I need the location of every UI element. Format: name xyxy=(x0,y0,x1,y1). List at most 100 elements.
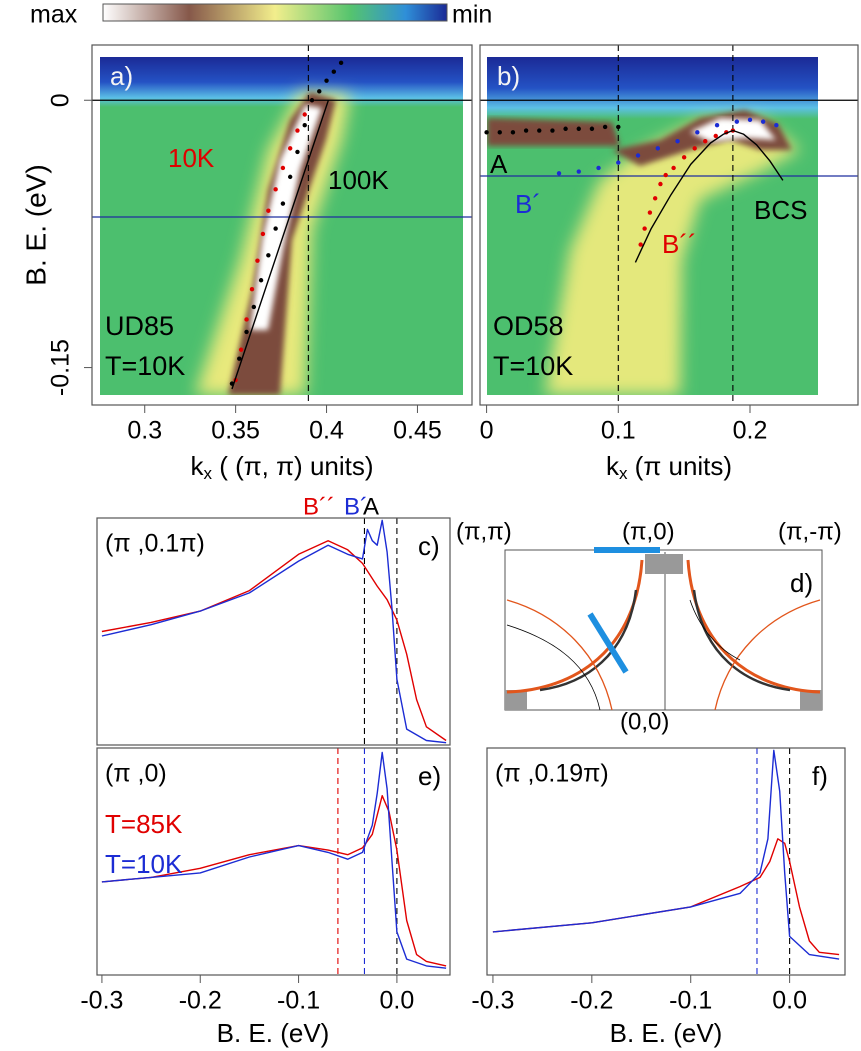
series-label: 100K xyxy=(328,165,389,195)
data-dot xyxy=(774,122,779,128)
panel-label: c) xyxy=(418,531,440,561)
panel: -0.3 -0.2 -0.1 0.0 f) (π ,0.19π) B. E. (eV) xyxy=(471,747,846,1048)
peak-label: A xyxy=(363,493,379,520)
data-dot xyxy=(616,124,621,130)
data-dot xyxy=(273,187,278,192)
x-tick-label: 0.35 xyxy=(211,417,260,445)
x-tick-label: -0.2 xyxy=(179,987,222,1015)
data-dot xyxy=(255,258,260,263)
data-dot xyxy=(695,130,700,135)
series-label: BCS xyxy=(754,195,807,225)
data-dot xyxy=(681,155,687,160)
data-dot xyxy=(638,242,643,247)
data-dot xyxy=(747,117,753,123)
plot-frame xyxy=(486,747,846,976)
colorbar-min: min xyxy=(452,1,492,29)
x-tick-label: 0.1 xyxy=(601,417,636,445)
data-dot xyxy=(251,304,257,310)
data-dot xyxy=(663,172,668,178)
data-dot xyxy=(642,226,647,231)
x-axis-label-part: (π units) xyxy=(627,451,732,481)
data-dot xyxy=(338,60,344,66)
panel-label: b) xyxy=(497,61,520,91)
series-label: B´ xyxy=(515,189,541,219)
heatmap-a xyxy=(100,57,463,395)
y-tick-label: 0 xyxy=(47,93,75,107)
data-dot xyxy=(537,128,542,133)
series-label: B´´ xyxy=(662,229,697,259)
annotation: OD58 xyxy=(493,311,564,341)
data-dot xyxy=(635,153,641,158)
x-axis-label-part: B. E. (eV) xyxy=(610,1018,723,1048)
data-dot xyxy=(244,329,249,335)
data-dot xyxy=(238,347,244,352)
data-dot xyxy=(258,278,264,283)
series-label: T=85K xyxy=(105,809,183,839)
x-tick-label: 0.0 xyxy=(380,987,415,1015)
data-dot xyxy=(302,112,307,117)
data-dot xyxy=(244,317,249,322)
data-dot xyxy=(510,130,516,135)
data-dot xyxy=(652,196,658,201)
data-dot xyxy=(295,128,300,133)
data-dot xyxy=(266,253,271,258)
x-axis-label: kx ( (π, π) units) xyxy=(190,451,373,484)
panel: AB´ B´´ BCS 0 0.1 0.2 b) OD58 T=10K kx (π units) xyxy=(479,44,859,483)
plot-frame xyxy=(479,44,859,406)
data-dot xyxy=(596,165,601,171)
data-dot xyxy=(309,98,315,103)
panel: c) (π ,0.1π) B´´ B´A xyxy=(96,493,451,746)
series-label: 10K xyxy=(168,143,215,173)
corner-label: (0,0) xyxy=(620,708,669,735)
x-axis-label: B. E. (eV) xyxy=(217,1018,330,1048)
data-dot xyxy=(260,231,266,237)
data-line xyxy=(101,751,447,969)
panel: T=85K T=10K -0.3 -0.2 -0.1 0.0 e) (π ,0) B. E. (… xyxy=(80,747,451,1048)
plot-frame xyxy=(96,517,451,746)
data-dot xyxy=(713,133,718,139)
data-dot xyxy=(331,69,337,74)
corner-label: (π,π) xyxy=(456,518,512,545)
data-line xyxy=(101,540,447,742)
data-dot xyxy=(280,165,286,171)
panel-title: (π ,0.19π) xyxy=(495,760,609,788)
corner-label: (π,0) xyxy=(622,518,675,545)
annotation: T=10K xyxy=(105,351,185,381)
x-axis-label-part: x xyxy=(619,464,628,483)
data-dot xyxy=(576,169,581,174)
data-dot xyxy=(237,356,242,361)
data-dot xyxy=(280,201,286,206)
data-dot xyxy=(484,130,489,135)
data-dot xyxy=(249,286,255,292)
fermi-surface-diagram xyxy=(504,547,823,711)
data-dot xyxy=(734,119,740,124)
data-dot xyxy=(616,160,621,165)
panel-label: d) xyxy=(790,568,813,598)
x-axis-label-part: k xyxy=(606,451,620,481)
data-dot xyxy=(589,126,595,131)
data-dot xyxy=(295,149,300,155)
panel: 10K 100K 0.3 0.35 0.4 0.45 0 -0.15 a) UD85 T=10K kx… xyxy=(20,44,473,484)
x-tick-label: 0.0 xyxy=(772,987,807,1015)
corner-label: (π,-π) xyxy=(778,518,842,545)
x-tick-label: 0 xyxy=(480,417,494,445)
x-tick-label: -0.3 xyxy=(80,987,123,1015)
data-dot xyxy=(692,146,697,151)
data-line xyxy=(101,519,447,744)
data-line xyxy=(492,749,840,960)
x-axis-label-part: B. E. (eV) xyxy=(217,1018,330,1048)
data-dot xyxy=(523,128,529,133)
series-label: A xyxy=(490,149,508,179)
colorbar xyxy=(102,3,448,22)
plot-frame xyxy=(96,747,451,976)
data-dot xyxy=(550,128,555,133)
data-dot xyxy=(602,124,608,130)
data-dot xyxy=(576,126,581,131)
peak-label: B´´ xyxy=(303,493,335,520)
data-dot xyxy=(287,174,293,180)
data-dot xyxy=(714,122,720,128)
x-tick-label: 0.2 xyxy=(733,417,768,445)
data-line xyxy=(101,795,447,967)
panel-label: e) xyxy=(418,761,441,791)
